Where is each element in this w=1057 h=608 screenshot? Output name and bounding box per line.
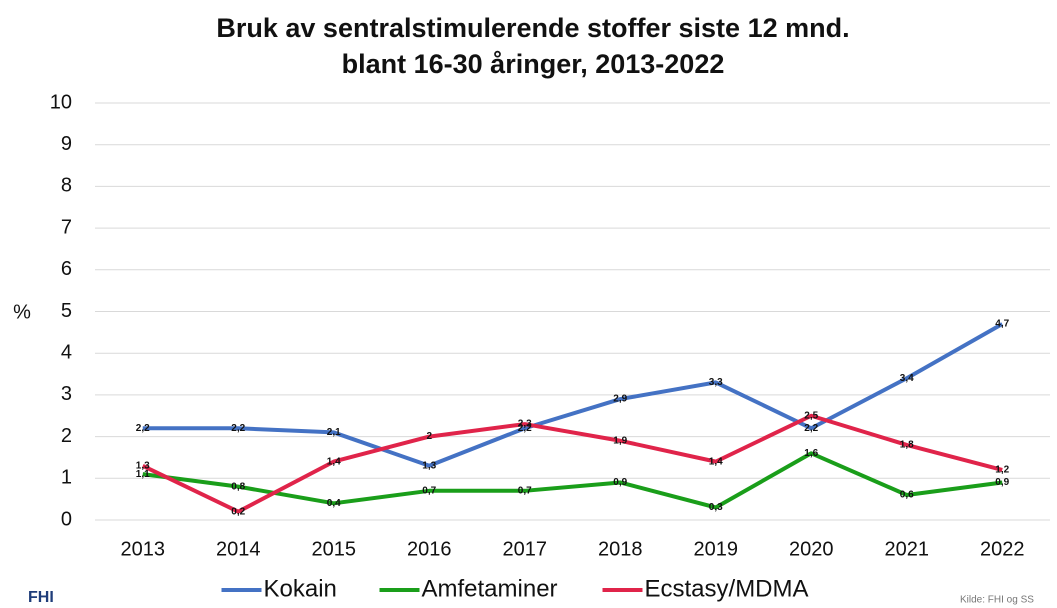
data-label: 2 — [426, 431, 432, 442]
data-label: 2,9 — [613, 394, 627, 405]
series-line — [142, 451, 1003, 510]
y-tick-label: 6 — [61, 258, 72, 280]
data-label: 2,3 — [518, 419, 532, 430]
data-label: 4,7 — [995, 319, 1009, 330]
y-axis-label: % — [13, 301, 31, 323]
y-tick-label: 7 — [61, 216, 72, 238]
y-tick-label: 8 — [61, 175, 72, 197]
x-tick-label: 2017 — [503, 538, 548, 560]
legend-label: Kokain — [264, 575, 337, 602]
data-label: 0,6 — [900, 490, 914, 501]
data-label: 0,8 — [231, 481, 245, 492]
y-tick-label: 4 — [61, 341, 72, 363]
y-tick-label: 2 — [61, 425, 72, 447]
x-tick-label: 2014 — [216, 538, 261, 560]
y-tick-label: 9 — [61, 133, 72, 155]
data-label: 0,3 — [709, 502, 723, 513]
y-tick-label: 5 — [61, 300, 72, 322]
data-label: 0,9 — [995, 477, 1009, 488]
data-label: 0,7 — [422, 485, 436, 496]
data-label: 2,1 — [327, 427, 341, 438]
data-label: 0,9 — [613, 477, 627, 488]
x-tick-label: 2016 — [407, 538, 452, 560]
data-label: 3,3 — [709, 377, 723, 388]
data-label: 0,4 — [327, 498, 341, 509]
x-tick-label: 2018 — [598, 538, 643, 560]
x-tick-label: 2019 — [694, 538, 739, 560]
x-tick-label: 2021 — [885, 538, 930, 560]
data-label: 1,4 — [327, 456, 341, 467]
data-label: 2,5 — [804, 410, 818, 421]
data-label: 1,8 — [900, 440, 914, 451]
data-label: 0,2 — [231, 506, 245, 517]
data-label: 2,2 — [231, 423, 245, 434]
data-label: 1,2 — [995, 465, 1009, 476]
chart-title: Bruk av sentralstimulerende stoffer sist… — [216, 13, 849, 43]
series-line — [142, 322, 1004, 468]
y-tick-label: 1 — [61, 467, 72, 489]
data-label: 1,4 — [709, 456, 723, 467]
x-tick-label: 2020 — [789, 538, 834, 560]
x-tick-label: 2022 — [980, 538, 1025, 560]
data-label: 1,3 — [136, 460, 150, 471]
x-tick-label: 2015 — [312, 538, 357, 560]
data-label: 0,7 — [518, 485, 532, 496]
data-label: 2,2 — [804, 423, 818, 434]
source: Kilde: FHI og SS — [960, 595, 1034, 606]
legend-label: Ecstasy/MDMA — [645, 575, 809, 602]
x-tick-label: 2013 — [121, 538, 166, 560]
legend-label: Amfetaminer — [422, 575, 558, 602]
y-tick-label: 10 — [50, 91, 72, 113]
data-label: 1,3 — [422, 460, 436, 471]
data-label: 2,2 — [136, 423, 150, 434]
data-label: 1,6 — [804, 448, 818, 459]
series-line — [141, 413, 1003, 514]
y-tick-label: 3 — [61, 383, 72, 405]
data-label: 1,9 — [613, 435, 627, 446]
data-label: 2,2 — [518, 423, 532, 434]
data-label: 1,1 — [136, 469, 150, 480]
data-label: 3,4 — [900, 373, 914, 384]
y-tick-label: 0 — [61, 508, 72, 530]
logo: FHI — [28, 589, 54, 606]
chart-title: blant 16-30 åringer, 2013-2022 — [342, 49, 725, 79]
